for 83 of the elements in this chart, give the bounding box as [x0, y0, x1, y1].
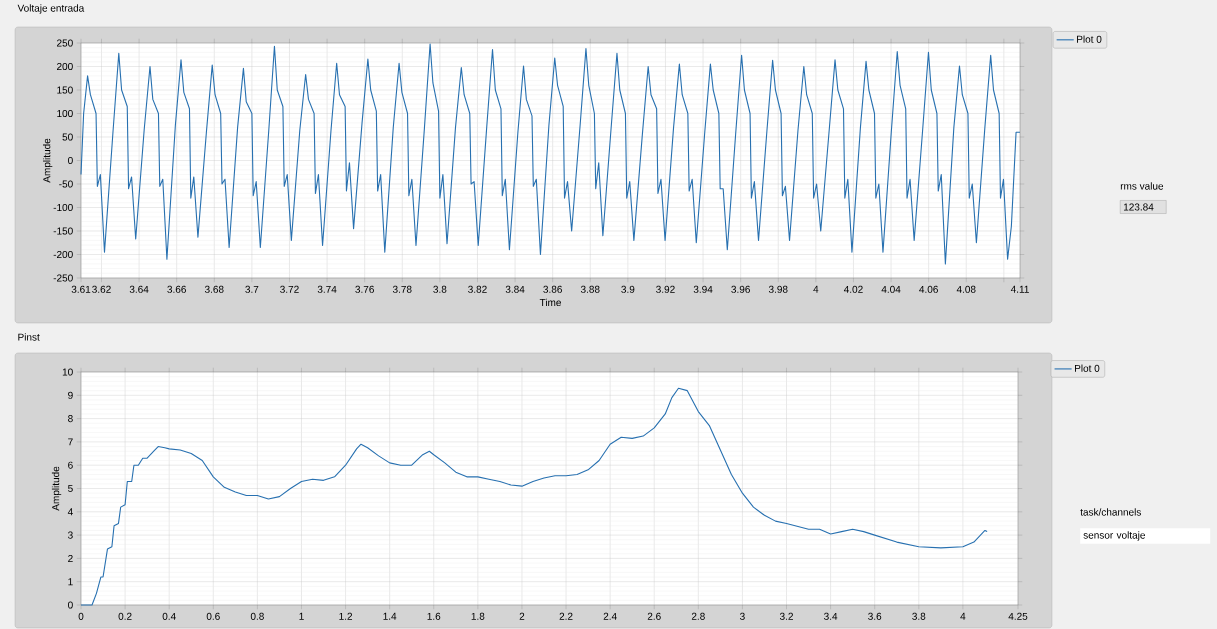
x-tick-label: 3.62: [92, 285, 111, 293]
text: 123.84: [1123, 203, 1154, 211]
y-tick-label: 4: [67, 508, 73, 516]
x-tick-label: 2.6: [647, 612, 661, 620]
x-tick-label: 0.8: [250, 612, 264, 620]
y-tick-label: 150: [57, 86, 73, 94]
x-tick-label: 3.86: [543, 285, 562, 293]
x-axis-title: Time: [539, 298, 561, 307]
x-tick-label: 1.6: [427, 612, 441, 620]
x-tick-label: 1.4: [383, 612, 397, 620]
x-tick-label: 3.96: [731, 285, 750, 293]
x-tick-label: 1.8: [471, 612, 485, 620]
x-tick-label: 2.2: [559, 612, 573, 620]
x-tick-label: 3.82: [468, 285, 487, 293]
x-tick-label: 2.8: [691, 612, 705, 620]
x-tick-label: 4.11: [1010, 285, 1029, 293]
chart-title: Pinst: [18, 333, 40, 341]
y-tick-label: 7: [68, 438, 73, 446]
x-tick-label: 0.4: [162, 612, 176, 620]
text: task/channels: [1080, 508, 1141, 516]
x-tick-label: 4.25: [1008, 612, 1028, 620]
x-tick-label: 3.8: [433, 285, 447, 293]
y-tick-label: 200: [57, 62, 73, 71]
x-tick-label: 3.84: [505, 285, 525, 293]
x-tick-label: 3.94: [693, 285, 713, 293]
x-tick-label: 3.7: [245, 285, 259, 293]
y-tick-label: 8: [68, 415, 73, 423]
y-tick-label: 5: [68, 485, 73, 492]
x-tick-label: 0.6: [206, 612, 220, 620]
x-tick-label: 2: [519, 612, 525, 620]
x-tick-label: 3.66: [167, 285, 186, 293]
x-tick-label: 3.6: [868, 612, 882, 620]
y-tick-label: 50: [62, 133, 73, 141]
x-tick-label: 4: [813, 285, 819, 293]
line-series: [80, 387, 988, 606]
x-tick-label: 4: [960, 612, 966, 620]
x-tick-label: 3.78: [392, 285, 412, 293]
y-tick-label: -200: [53, 250, 73, 259]
x-tick-label: 1.2: [339, 612, 353, 620]
y-tick-label: 10: [62, 368, 73, 376]
y-tick-label: -50: [59, 180, 73, 188]
y-axis-title: Amplitude: [51, 466, 62, 511]
y-tick-label: 0: [68, 156, 73, 165]
x-tick-label: 3: [740, 612, 745, 620]
x-tick-label: 3.92: [656, 285, 675, 293]
y-tick-label: 9: [68, 391, 73, 399]
x-tick-label: 2.4: [603, 612, 617, 620]
text: rms value: [1120, 182, 1164, 190]
y-tick-label: 250: [57, 39, 73, 47]
x-tick-label: 3.72: [280, 285, 299, 293]
x-tick-label: 3.64: [129, 285, 149, 293]
x-tick-label: 4.02: [843, 285, 863, 293]
legend-label: Plot 0: [1075, 364, 1100, 372]
x-tick-label: 3.68: [204, 285, 224, 293]
y-tick-label: 0: [68, 601, 73, 609]
x-tick-label: 3.8: [912, 612, 926, 620]
x-tick-label: 3.98: [768, 285, 788, 293]
x-tick-label: 3.88: [580, 285, 600, 293]
line-series: [80, 43, 1021, 265]
x-tick-label: 3.61: [71, 285, 91, 293]
y-tick-label: 2: [68, 554, 73, 562]
x-tick-label: 4.06: [919, 285, 938, 293]
y-axis-title: Amplitude: [43, 138, 53, 183]
y-tick-label: 6: [68, 461, 73, 469]
x-tick-label: 4.04: [881, 285, 901, 293]
x-tick-label: 0: [78, 612, 84, 620]
y-tick-label: -100: [53, 203, 73, 212]
x-tick-label: 3.4: [824, 612, 838, 620]
x-tick-label: 1: [299, 612, 304, 620]
y-tick-label: 1: [68, 578, 73, 586]
text: sensor voltaje: [1083, 531, 1145, 541]
y-tick-label: 3: [68, 531, 73, 539]
x-tick-label: 3.74: [317, 285, 337, 293]
y-tick-label: 100: [57, 109, 73, 118]
x-tick-label: 0.2: [118, 612, 132, 620]
y-tick-label: -150: [53, 227, 73, 235]
y-tick-label: -250: [53, 274, 73, 282]
x-tick-label: 4.08: [956, 285, 976, 293]
chart-title: Voltaje entrada: [17, 4, 85, 14]
legend-label: Plot 0: [1077, 35, 1102, 43]
x-tick-label: 3.9: [621, 285, 635, 293]
x-tick-label: 3.2: [779, 612, 793, 620]
x-tick-label: 3.76: [355, 285, 374, 293]
